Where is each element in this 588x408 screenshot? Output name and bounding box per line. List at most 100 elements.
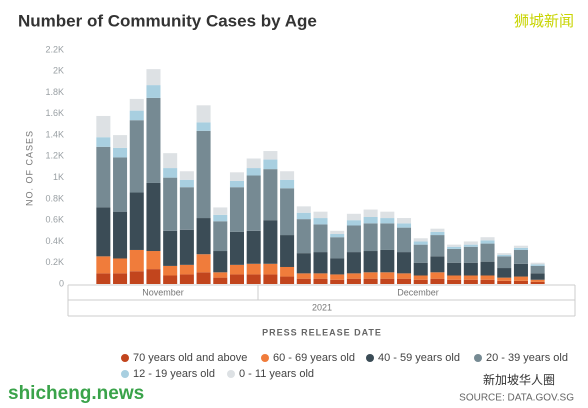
bar-segment [346,252,361,274]
y-tick-label: 0.4K [45,236,64,246]
bar-segment [447,248,462,263]
bar-segment [330,230,345,235]
bar-segment [213,277,228,284]
bar-segment [463,262,478,276]
bar-segment [480,279,495,284]
bar-segment [263,159,278,170]
bar-segment [246,263,261,275]
bar-segment [346,278,361,284]
bar-segment [530,265,545,274]
bar-segment [480,237,495,241]
bar-segment [129,249,144,272]
bar-segment [146,182,161,252]
bar-segment [96,146,111,208]
bar-segment [413,262,428,276]
bar-segment [346,273,361,279]
y-tick-label: 0.8K [45,193,64,203]
bar-segment [296,219,311,254]
bar-segment [96,273,111,284]
y-tick-label: 1.8K [45,87,64,97]
bar-segment [313,278,328,284]
bar-segment [463,275,478,280]
bar-segment [280,235,295,267]
bar-segment [447,262,462,276]
legend-label: 0 - 11 years old [239,368,314,380]
bar-segment [280,266,295,277]
bar-segment [430,272,445,279]
bar-segment [413,238,428,242]
bar-segment [229,264,244,275]
bar-segment [146,251,161,270]
watermark: shicheng.news [8,383,144,404]
bar-segment [363,251,378,273]
bar-segment [513,249,528,264]
bar-segment [497,254,512,257]
bar-segment [447,279,462,284]
bar-segment [430,235,445,257]
bar-segment [463,279,478,284]
bar-segment [513,276,528,281]
bar-segment [129,192,144,250]
bar-segment [463,246,478,263]
bar-segment [463,241,478,245]
bar-segment [263,220,278,264]
bar-segment [530,264,545,266]
bar-segment [513,245,528,248]
bar-segment [196,130,211,219]
bar-segment [380,249,395,273]
chart-title: Number of Community Cases by Age [18,11,317,30]
bar-segment [113,135,128,148]
bar-segment [96,115,111,138]
bar-segment [179,171,194,180]
bar-segment [313,218,328,225]
bar-segment [213,251,228,273]
bar-segment [196,254,211,273]
bar-segment [313,224,328,253]
bar-segment [280,188,295,236]
bar-segment [430,228,445,232]
bar-segment [163,265,178,276]
bar-segment [213,207,228,215]
bar-segment [280,276,295,284]
y-tick-label: 1K [53,172,64,182]
bar-segment [513,247,528,250]
bar-segment [113,273,128,284]
bar-segment [213,272,228,278]
bar-segment [296,273,311,279]
bar-segment [413,275,428,280]
legend-swatch [121,370,129,378]
bar-segment [246,175,261,231]
bar-segment [179,179,194,188]
legend-swatch [474,354,482,362]
bar-segment [163,275,178,284]
bar-segment [447,275,462,280]
bar-segment [530,273,545,280]
bar-segment [229,231,244,265]
bar-segment [113,157,128,212]
bar-segment [246,158,261,169]
bar-segment [430,278,445,284]
bar-segment [363,278,378,284]
bar-segment [163,153,178,169]
bar-segment [413,244,428,263]
bar-segment [229,274,244,284]
bar-segment [229,187,244,232]
bar-segment [96,256,111,274]
y-tick-label: 0 [59,278,64,288]
y-tick-label: 2.2K [45,44,64,54]
month-label: November [142,287,184,297]
bar-segment [380,223,395,250]
bar-segment [263,274,278,284]
bar-segment [129,110,144,121]
bar-segment [263,263,278,275]
bar-segment [447,244,462,247]
bar-segment [163,168,178,178]
bar-segment [163,230,178,266]
bar-segment [263,169,278,221]
bar-segment [129,120,144,193]
bar-segment [146,69,161,86]
y-tick-label: 1.6K [45,108,64,118]
bar-segment [196,272,211,284]
bar-segment [380,218,395,224]
